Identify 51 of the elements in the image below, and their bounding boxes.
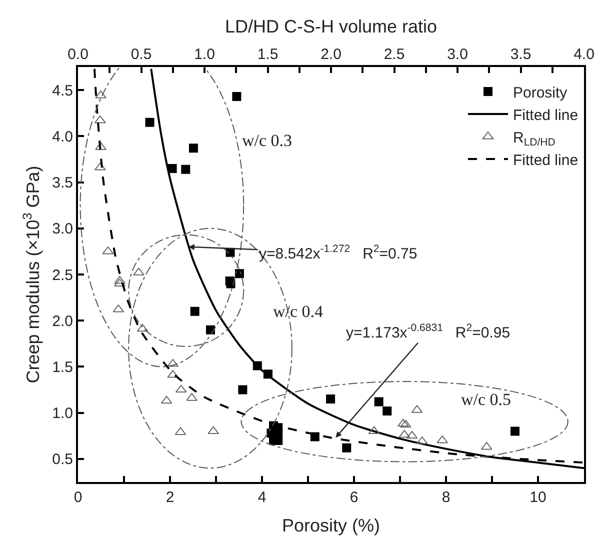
x2-axis-title: LD/HD C-S-H volume ratio [224, 16, 438, 37]
point [374, 397, 384, 406]
x-tick-label: 8 [442, 489, 450, 506]
annotation: w/c 0.4 [273, 302, 324, 321]
y-tick-label: 2.5 [52, 266, 73, 284]
legend-label: R$_{LD/HD}$ [513, 129, 556, 149]
x-tick-label: 10 [530, 489, 546, 506]
x2-tick-label: 3.5 [510, 46, 532, 63]
point [190, 306, 200, 316]
x-tick-label: 6 [350, 489, 358, 506]
legend-label: Porosity [513, 84, 568, 102]
x-axis-title: Porosity (%) [282, 516, 380, 536]
y-tick-label: 1.5 [52, 358, 73, 376]
x-tick-label: 2 [166, 489, 174, 506]
annotation: y=1.173x$^{-0.6831}$ R$^{2}$=0.95 [346, 322, 510, 342]
point [238, 385, 248, 394]
x-tick-label: 4 [258, 489, 266, 506]
point [226, 279, 236, 288]
x-tick-label: 0 [74, 489, 82, 506]
y-tick-label: 4.5 [52, 82, 73, 100]
x2-tick-label: 0.0 [68, 46, 88, 63]
x2-tick-label: 2.5 [384, 46, 405, 63]
point [310, 432, 320, 442]
x2-tick-label: 3.0 [447, 46, 468, 63]
point [181, 164, 190, 174]
x2-tick-label: 0.5 [130, 46, 152, 63]
point [145, 118, 154, 127]
point [342, 443, 352, 452]
y-tick-label: 1.0 [52, 405, 73, 422]
point [168, 164, 177, 173]
annotation: w/c 0.3 [242, 131, 292, 150]
point [382, 406, 392, 416]
legend-label: Fitted line [513, 106, 578, 124]
y-tick-label: 4.0 [52, 128, 73, 146]
legend-label: Fitted line [513, 152, 578, 169]
point [206, 325, 215, 334]
point [326, 394, 336, 404]
point [510, 426, 520, 436]
x2-tick-label: 1.0 [194, 46, 215, 63]
y-tick-label: 2.0 [52, 312, 73, 330]
y-tick-label: 3.5 [52, 174, 73, 192]
x2-tick-label: 4.0 [574, 46, 594, 63]
annotation: y=8.542x$^{-1.272}$ R$^{2}$=0.75 [259, 243, 418, 262]
x2-tick-label: 2.0 [320, 46, 342, 63]
point [234, 269, 244, 278]
annotation: w/c 0.5 [461, 390, 512, 409]
point [188, 144, 198, 153]
y-tick-label: 0.5 [52, 451, 73, 468]
point [232, 92, 242, 102]
y-tick-label: 3.0 [52, 220, 73, 238]
x2-tick-label: 1.5 [257, 46, 278, 63]
